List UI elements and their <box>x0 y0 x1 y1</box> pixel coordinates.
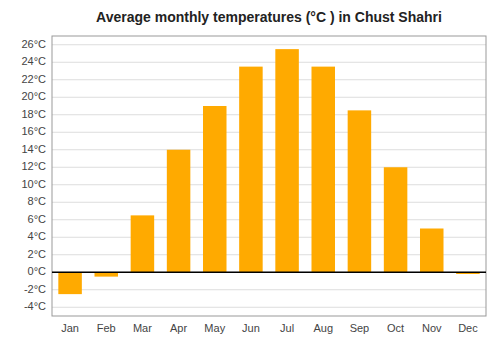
y-tick-label: -4°C <box>24 300 46 312</box>
grid-line <box>52 307 486 308</box>
y-tick-label: 24°C <box>21 55 46 67</box>
x-tick-label: Feb <box>97 322 116 334</box>
x-tick-label: Nov <box>422 322 442 334</box>
y-axis: -4°C -2°C 0°C 2°C 4°C 6°C 8°C 10°C 12°C 14°C 16°C 1… <box>21 38 46 313</box>
x-tick-label: Apr <box>170 322 187 334</box>
bar <box>275 49 299 272</box>
y-tick-label: 12°C <box>21 160 46 172</box>
bar <box>58 272 82 294</box>
y-tick-label: 10°C <box>21 178 46 190</box>
grid-line <box>52 219 486 220</box>
y-tick-label: 4°C <box>28 230 47 242</box>
x-tick-label: Dec <box>458 322 478 334</box>
grid-line <box>52 44 486 45</box>
y-tick-label: 2°C <box>28 248 47 260</box>
x-tick-label: Oct <box>387 322 404 334</box>
grid-line <box>52 62 486 63</box>
bar <box>384 167 408 272</box>
grid-line <box>52 79 486 80</box>
grid-line <box>52 289 486 290</box>
x-tick-label: Jan <box>61 322 79 334</box>
y-tick-label: 0°C <box>28 265 47 277</box>
y-tick-label: 6°C <box>28 213 47 225</box>
zero-line <box>52 272 486 274</box>
grid <box>52 45 486 308</box>
grid-line <box>52 272 486 273</box>
x-axis: Jan Feb Mar Apr May Jun Jul Aug Sep Oct Nov Dec <box>61 322 478 334</box>
bar <box>167 150 191 273</box>
y-tick-label: 14°C <box>21 143 46 155</box>
bar <box>420 229 444 273</box>
x-tick-label: Sep <box>350 322 370 334</box>
x-tick-label: May <box>204 322 225 334</box>
chart-svg: -4°C -2°C 0°C 2°C 4°C 6°C 8°C 10°C 12°C 14°C 16°C 1… <box>0 0 500 350</box>
grid-line <box>52 167 486 168</box>
grid-line <box>52 184 486 185</box>
x-tick-label: Jul <box>280 322 294 334</box>
y-tick-label: 16°C <box>21 125 46 137</box>
grid-line <box>52 149 486 150</box>
plot-frame <box>52 36 486 316</box>
grid-line <box>52 114 486 115</box>
chart-container: -4°C -2°C 0°C 2°C 4°C 6°C 8°C 10°C 12°C 14°C 16°C 1… <box>0 0 500 350</box>
y-tick-label: 8°C <box>28 195 47 207</box>
bar <box>239 67 263 273</box>
y-tick-label: 26°C <box>21 38 46 50</box>
bar <box>311 67 335 273</box>
bar <box>203 106 227 272</box>
y-tick-label: -2°C <box>24 283 46 295</box>
y-tick-label: 20°C <box>21 90 46 102</box>
bars <box>58 49 479 294</box>
title: Average monthly temperatures (°C ) in Ch… <box>96 9 442 25</box>
y-tick-label: 22°C <box>21 73 46 85</box>
bar <box>131 215 155 272</box>
grid-line <box>52 97 486 98</box>
x-tick-label: Aug <box>313 322 333 334</box>
grid-line <box>52 132 486 133</box>
grid-line <box>52 202 486 203</box>
y-tick-label: 18°C <box>21 108 46 120</box>
bar <box>348 110 372 272</box>
x-tick-label: Jun <box>242 322 260 334</box>
x-tick-label: Mar <box>133 322 152 334</box>
